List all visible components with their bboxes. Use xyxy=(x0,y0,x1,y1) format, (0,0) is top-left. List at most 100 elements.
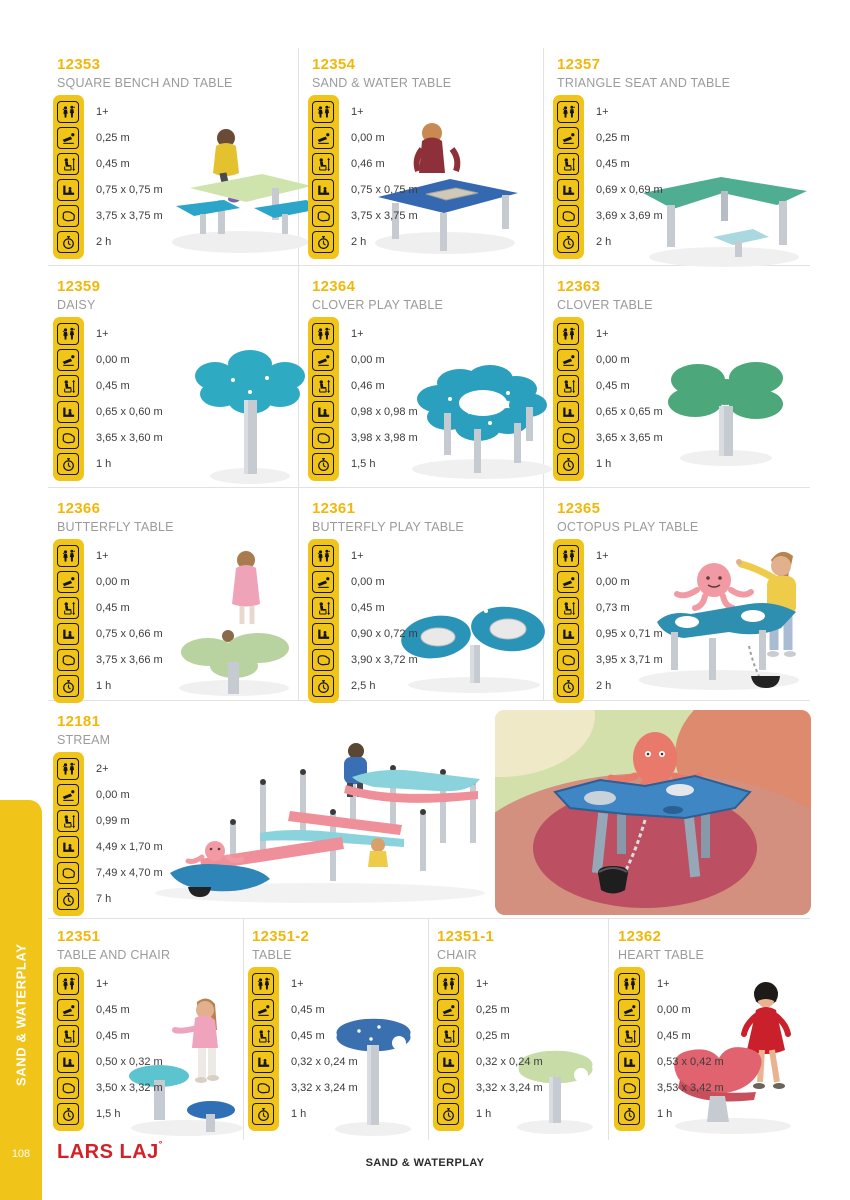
product-code: 12359 xyxy=(57,278,101,295)
age-icon xyxy=(618,973,640,995)
assembly-time-icon xyxy=(557,453,579,475)
footer-category-label: SAND & WATERPLAY xyxy=(365,1157,485,1169)
grid-divider xyxy=(543,48,544,700)
product-code: 12366 xyxy=(57,500,101,517)
fall-height-icon xyxy=(252,999,274,1021)
product-image xyxy=(643,177,807,267)
spec-list: 1+ 0,25 m 0,25 m 0,32 x 0,24 m 3,32 x 3,… xyxy=(433,967,632,1131)
spec-value: 0,00 m xyxy=(596,354,630,366)
octopus-table-photo xyxy=(495,710,811,915)
spec-list: 1+ 0,25 m 0,45 m 0,75 x 0,75 m 3,75 x 3,… xyxy=(53,95,252,259)
safety-area-icon xyxy=(437,1077,459,1099)
product-height-icon xyxy=(437,1025,459,1047)
dimensions-icon xyxy=(312,179,334,201)
spec-value: 1,5 h xyxy=(351,458,376,470)
age-icon xyxy=(312,323,334,345)
spec-value: 0,99 m xyxy=(96,815,130,827)
spec-value: 1+ xyxy=(96,106,109,118)
spec-value: 0,46 m xyxy=(351,158,385,170)
product-image xyxy=(335,1018,411,1136)
page-number: 108 xyxy=(11,1148,31,1160)
product-code: 12361 xyxy=(312,500,356,517)
product-card-12351: 12351 TABLE AND CHAIR 1+ 0,45 m 0,45 m 0… xyxy=(53,928,243,1136)
spec-value: 7 h xyxy=(96,893,112,905)
safety-area-icon xyxy=(57,427,79,449)
safety-area-icon xyxy=(557,427,579,449)
spec-value: 3,75 x 3,75 m xyxy=(96,210,163,222)
spec-value: 0,45 m xyxy=(96,1004,130,1016)
spec-value: 3,95 x 3,71 m xyxy=(596,654,663,666)
spec-value: 1 h xyxy=(657,1108,673,1120)
spec-value: 0,32 x 0,24 m xyxy=(291,1056,358,1068)
product-name: TABLE AND CHAIR xyxy=(57,948,171,962)
product-height-icon xyxy=(57,810,79,832)
safety-area-icon xyxy=(57,649,79,671)
spec-value: 0,00 m xyxy=(351,576,385,588)
product-name: HEART TABLE xyxy=(618,948,705,962)
spec-value: 0,45 m xyxy=(291,1004,325,1016)
spec-value: 0,69 x 0,69 m xyxy=(596,184,663,196)
fall-height-icon xyxy=(57,349,79,371)
age-icon xyxy=(57,323,79,345)
spec-value: 0,45 m xyxy=(96,380,130,392)
age-icon xyxy=(57,101,79,123)
spec-value: 3,32 x 3,24 m xyxy=(291,1082,358,1094)
safety-area-icon xyxy=(57,862,79,884)
spec-value: 3,98 x 3,98 m xyxy=(351,432,418,444)
age-icon xyxy=(57,545,79,567)
safety-area-icon xyxy=(57,1077,79,1099)
grid-divider xyxy=(243,918,244,1140)
spec-value: 2,5 h xyxy=(351,680,376,692)
assembly-time-icon xyxy=(57,231,79,253)
product-name: SQUARE BENCH AND TABLE xyxy=(57,76,233,90)
age-icon xyxy=(312,101,334,123)
product-name: SAND & WATER TABLE xyxy=(312,76,452,90)
brand-logo: LARS LAJ° xyxy=(57,1139,163,1163)
safety-area-icon xyxy=(57,205,79,227)
product-image xyxy=(155,743,485,903)
fall-height-icon xyxy=(557,571,579,593)
spec-value: 3,65 x 3,65 m xyxy=(596,432,663,444)
fall-height-icon xyxy=(312,349,334,371)
spec-value: 0,25 m xyxy=(96,132,130,144)
category-sidebar xyxy=(0,800,42,1200)
spec-value: 3,32 x 3,24 m xyxy=(476,1082,543,1094)
spec-value: 0,45 m xyxy=(596,158,630,170)
product-image xyxy=(639,551,799,690)
safety-area-icon xyxy=(252,1077,274,1099)
product-name: BUTTERFLY TABLE xyxy=(57,520,174,534)
spec-value: 1+ xyxy=(351,106,364,118)
age-icon xyxy=(57,973,79,995)
safety-area-icon xyxy=(557,649,579,671)
assembly-time-icon xyxy=(57,888,79,910)
spec-value: 0,45 m xyxy=(291,1030,325,1042)
spec-value: 1+ xyxy=(96,978,109,990)
spec-value: 0,46 m xyxy=(351,380,385,392)
spec-value: 0,00 m xyxy=(657,1004,691,1016)
spec-value: 3,50 x 3,32 m xyxy=(96,1082,163,1094)
spec-value: 0,75 x 0,75 m xyxy=(96,184,163,196)
product-card-12363: 12363 CLOVER TABLE 1+ 0,00 m 0,45 m 0,65… xyxy=(553,278,810,481)
product-height-icon xyxy=(557,375,579,397)
product-code: 12363 xyxy=(557,278,601,295)
spec-value: 0,32 x 0,24 m xyxy=(476,1056,543,1068)
spec-value: 0,00 m xyxy=(96,789,130,801)
assembly-time-icon xyxy=(618,1103,640,1125)
spec-value: 3,75 x 3,66 m xyxy=(96,654,163,666)
assembly-time-icon xyxy=(312,675,334,697)
product-card-12351-1: 12351-1 CHAIR 1+ 0,25 m 0,25 m 0,32 x 0,… xyxy=(433,928,602,1134)
product-code: 12364 xyxy=(312,278,356,295)
product-image xyxy=(412,365,552,479)
spec-value: 3,53 x 3,42 m xyxy=(657,1082,724,1094)
dimensions-icon xyxy=(312,623,334,645)
spec-value: 1 h xyxy=(96,680,112,692)
product-name: CHAIR xyxy=(437,948,477,962)
fall-height-icon xyxy=(57,784,79,806)
product-height-icon xyxy=(312,153,334,175)
product-code: 12181 xyxy=(57,713,101,730)
assembly-time-icon xyxy=(57,453,79,475)
spec-list: 1+ 0,00 m 0,45 m 0,53 x 0,42 m 3,53 x 3,… xyxy=(614,967,813,1131)
spec-value: 0,90 x 0,72 m xyxy=(351,628,418,640)
product-card-12362: 12362 HEART TABLE 1+ 0,00 m 0,45 m 0,53 … xyxy=(614,928,813,1134)
assembly-time-icon xyxy=(252,1103,274,1125)
